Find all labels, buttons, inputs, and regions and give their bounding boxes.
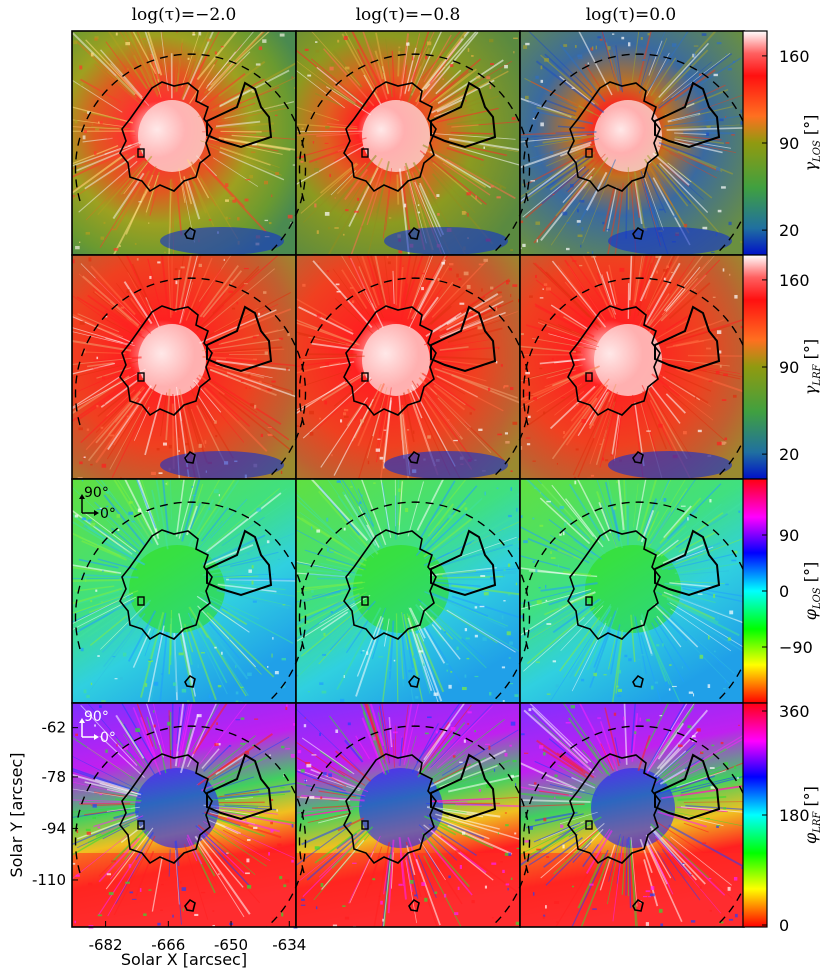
colorbar-r3-tick-label: −90 [779,638,813,657]
contours-r1-c3 [522,53,755,256]
colorbar-r2-tick-label: 20 [779,445,799,464]
contours-r2-c3 [522,277,755,480]
axes-layer: 90°0°90°0°-682 -666 -650 -634-62-78-94-110 [32,485,306,954]
contours-r4-c1 [74,725,307,928]
colorbar-r4-tick-label: 0 [779,916,789,935]
y-axis-label: Solar Y [arcsec] [7,752,26,877]
panel-r2-c3 [519,254,745,482]
colorbar-r1-label: γLOS [°] [801,115,823,172]
x-tick-label: -650 [214,936,248,954]
colorbar-r2-tick-label: 90 [779,358,799,377]
panel-r4-c3 [519,702,747,928]
colorbar-r3: 90 0 −90 φLOS [°] [742,478,823,704]
contours-r1-c2 [298,53,531,256]
y-tick-label: -78 [42,768,67,786]
contours-layer [74,53,755,928]
panel-r3-c3 [519,478,747,706]
colorbar-r3-label: φLOS [°] [801,562,823,620]
panel-r1-c3 [519,30,748,258]
panel-r1-c2 [295,30,521,257]
colorbar-r4-tick-label: 360 [779,702,810,721]
colorbar-r4-label: φLRF [°] [801,786,823,844]
panels-layer [71,30,748,929]
x-tick-label: -666 [151,936,185,954]
panel-r4-c1 [71,702,298,929]
inset-label-right: 0° [100,506,116,522]
panel-r2-c2 [295,254,521,480]
colorbar-r4: 360 180 0 φLRF [°] [742,702,823,935]
colorbar-r4-tick-label: 180 [779,806,810,825]
x-axis-label: Solar X [arcsec] [121,950,247,969]
column-title-2: log(τ)=−0.8 [356,5,461,25]
panel-r4-c2 [295,702,521,929]
orientation-inset-r3: 90°0° [79,485,116,522]
colorbar-r3-tick-label: 0 [779,582,789,601]
colorbar-r1-tick-label: 160 [779,47,810,66]
colorbar-r1: 160 90 20 γLOS [°] [742,30,823,256]
contours-r3-c2 [298,501,531,704]
inset-label-up: 90° [84,709,109,725]
colorbar-r2-tick-label: 160 [779,271,810,290]
colorbar-r2: 160 90 20 γLRF [°] [742,254,823,480]
y-tick-label: -94 [42,819,67,837]
contours-r1-c1 [74,53,307,256]
contours-r3-c1 [74,501,307,704]
panel-r3-c2 [295,478,522,704]
colorbar-r3-tick-label: 90 [779,526,799,545]
colorbar-r1-tick-label: 90 [779,134,799,153]
x-tick-label: -634 [272,936,306,954]
contours-r4-c2 [298,725,531,928]
contours-r2-c2 [298,277,531,480]
y-tick-label: -62 [42,719,67,737]
inset-label-right: 0° [100,730,116,746]
colorbar-r2-label: γLRF [°] [801,339,823,395]
colorbar-r1-tick-label: 20 [779,221,799,240]
contours-r2-c1 [74,277,307,480]
panel-r1-c1 [71,30,299,256]
x-tick-label: -682 [89,936,123,954]
y-tick-label: -110 [32,871,66,889]
panel-r2-c1 [71,254,301,481]
column-title-3: log(τ)=0.0 [586,5,677,25]
inset-label-up: 90° [84,485,109,501]
orientation-inset-r4: 90°0° [79,709,116,746]
column-title-1: log(τ)=−2.0 [132,5,237,25]
contours-r3-c3 [522,501,755,704]
contours-r4-c3 [522,725,755,928]
